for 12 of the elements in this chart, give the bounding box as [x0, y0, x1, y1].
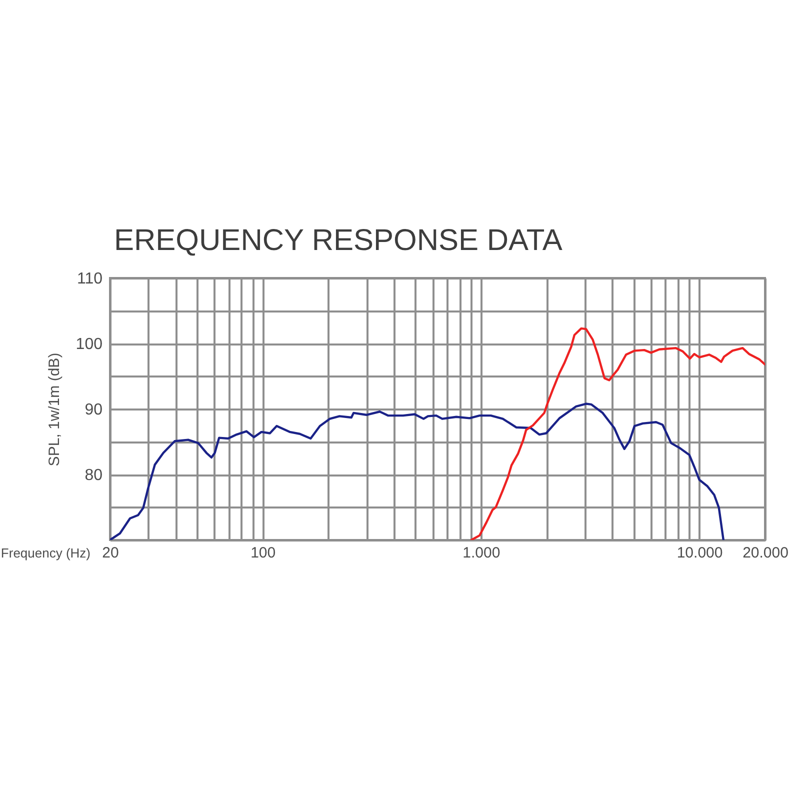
x-tick-label: 10.000 — [676, 544, 723, 562]
x-tick-label: 1.000 — [462, 544, 500, 562]
y-tick-label: 110 — [76, 270, 103, 288]
x-tick-label: 20 — [102, 544, 119, 562]
y-tick-label: 100 — [76, 336, 103, 353]
chart-title: EREQUENCY RESPONSE DATA — [114, 224, 562, 257]
x-tick-label: 100 — [250, 544, 276, 562]
x-tick-label: 20.000 — [742, 544, 788, 562]
x-axis-title: Frequency (Hz) — [0, 546, 90, 560]
y-tick-label: 90 — [84, 402, 103, 418]
y-axis-title: SPL, 1w/1m (dB) — [46, 352, 63, 466]
y-tick-label: 80 — [84, 467, 103, 484]
